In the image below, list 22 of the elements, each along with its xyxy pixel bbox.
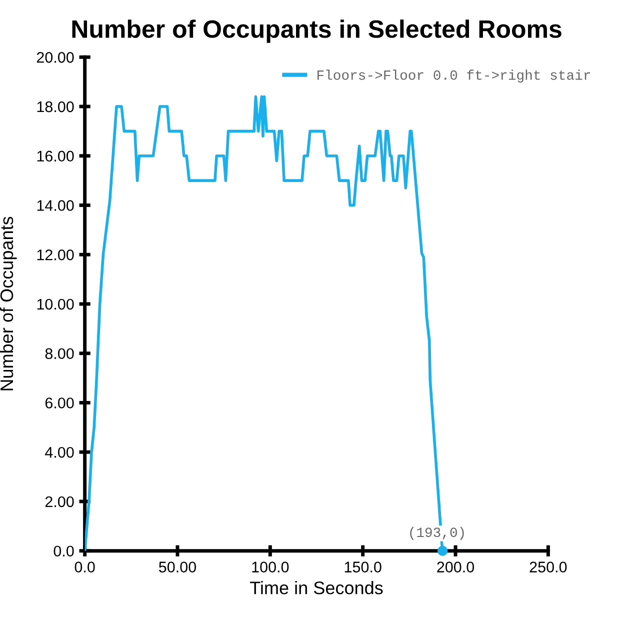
- y-tick-label: 8.00: [45, 348, 74, 360]
- y-tick-label: 6.00: [45, 398, 74, 408]
- y-tick-label: 18.00: [37, 101, 74, 112]
- y-tick-label: 12.00: [37, 249, 74, 260]
- x-tick-label: 250.0: [530, 562, 567, 572]
- y-tick-label: 10.00: [37, 298, 74, 310]
- y-tick-label: 0.0: [54, 546, 74, 557]
- x-tick-label: 0.0: [74, 562, 95, 572]
- y-tick-label: 2.00: [45, 496, 74, 508]
- x-tick-label: 150.0: [344, 562, 382, 572]
- y-axis-title: Number of Occupants: [0, 216, 17, 390]
- x-tick-label: 100.0: [252, 562, 289, 572]
- x-axis-title: Time in Seconds: [250, 581, 383, 594]
- chart-title: Number of Occupants in Selected Rooms: [72, 20, 562, 43]
- y-tick-label: 14.00: [37, 200, 74, 211]
- x-tick-label: 50.00: [158, 562, 196, 572]
- annotation: (193,0): [410, 526, 464, 540]
- y-tick-label: 16.00: [37, 150, 74, 162]
- y-tick-label: 4.00: [45, 446, 74, 458]
- y-tick-label: 20.00: [36, 52, 74, 63]
- x-tick-label: 200.0: [437, 562, 474, 572]
- legend-label: Floors->Floor 0.0 ft->right stair: [318, 70, 590, 83]
